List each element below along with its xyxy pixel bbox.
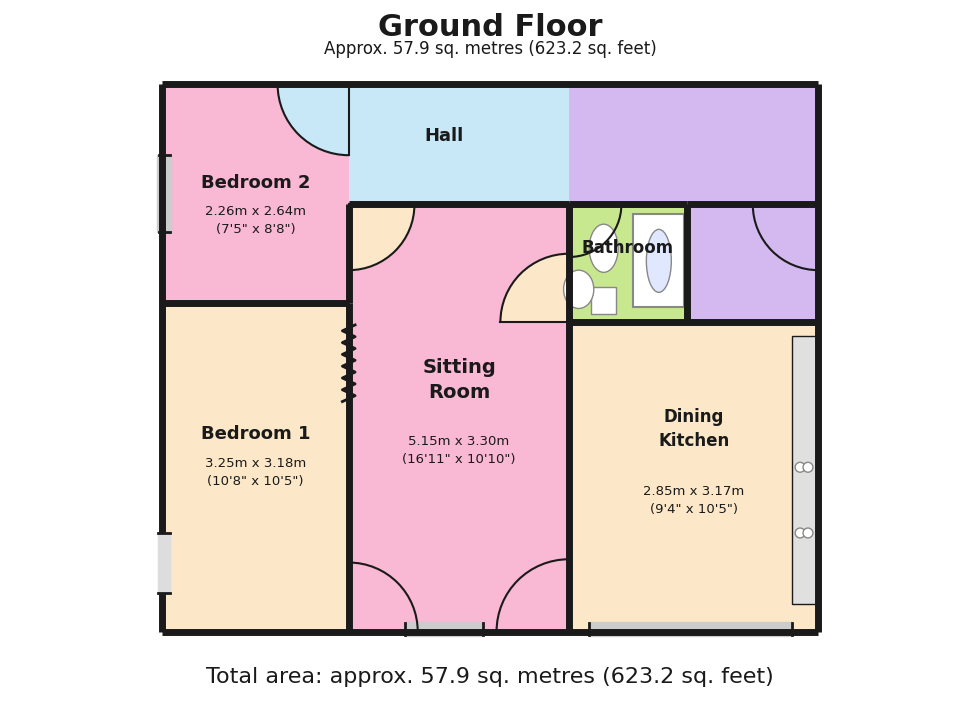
Ellipse shape — [589, 224, 618, 273]
Circle shape — [795, 528, 805, 538]
Text: Ground Floor: Ground Floor — [377, 13, 603, 42]
Text: 3.25m x 3.18m
(10'8" x 10'5"): 3.25m x 3.18m (10'8" x 10'5") — [205, 457, 306, 488]
Bar — [162, 303, 349, 632]
Circle shape — [795, 462, 805, 472]
Text: Approx. 57.9 sq. metres (623.2 sq. feet): Approx. 57.9 sq. metres (623.2 sq. feet) — [323, 40, 657, 58]
Text: 2.26m x 2.64m
(7'5" x 8'8"): 2.26m x 2.64m (7'5" x 8'8") — [205, 205, 306, 236]
Bar — [568, 204, 687, 322]
Text: 5.15m x 3.30m
(16'11" x 10'10"): 5.15m x 3.30m (16'11" x 10'10") — [403, 435, 515, 466]
Polygon shape — [277, 84, 349, 155]
Text: Sitting
Room: Sitting Room — [422, 357, 496, 402]
Polygon shape — [589, 622, 792, 636]
Polygon shape — [349, 562, 417, 632]
Text: Hall: Hall — [424, 127, 464, 145]
Bar — [687, 204, 818, 322]
Bar — [349, 204, 568, 632]
Text: Bedroom 1: Bedroom 1 — [201, 425, 311, 444]
Polygon shape — [497, 559, 568, 632]
Text: Bathroom: Bathroom — [582, 239, 674, 257]
Bar — [349, 84, 568, 204]
Text: Dining
Kitchen: Dining Kitchen — [658, 408, 729, 450]
Polygon shape — [157, 155, 172, 232]
Polygon shape — [568, 204, 621, 257]
Polygon shape — [501, 253, 568, 322]
Bar — [568, 322, 818, 632]
Ellipse shape — [647, 229, 671, 293]
Polygon shape — [349, 204, 415, 270]
Bar — [792, 336, 818, 604]
Text: 2.85m x 3.17m
(9'4" x 10'5"): 2.85m x 3.17m (9'4" x 10'5") — [643, 485, 744, 515]
Circle shape — [803, 462, 813, 472]
Bar — [568, 84, 818, 204]
Polygon shape — [405, 622, 483, 636]
Polygon shape — [753, 204, 818, 270]
Bar — [162, 84, 349, 303]
Bar — [633, 214, 684, 308]
Text: Bedroom 2: Bedroom 2 — [201, 174, 311, 192]
Polygon shape — [158, 533, 170, 593]
Circle shape — [803, 528, 813, 538]
Bar — [591, 287, 616, 314]
Ellipse shape — [564, 270, 594, 308]
Text: Total area: approx. 57.9 sq. metres (623.2 sq. feet): Total area: approx. 57.9 sq. metres (623… — [206, 667, 774, 687]
